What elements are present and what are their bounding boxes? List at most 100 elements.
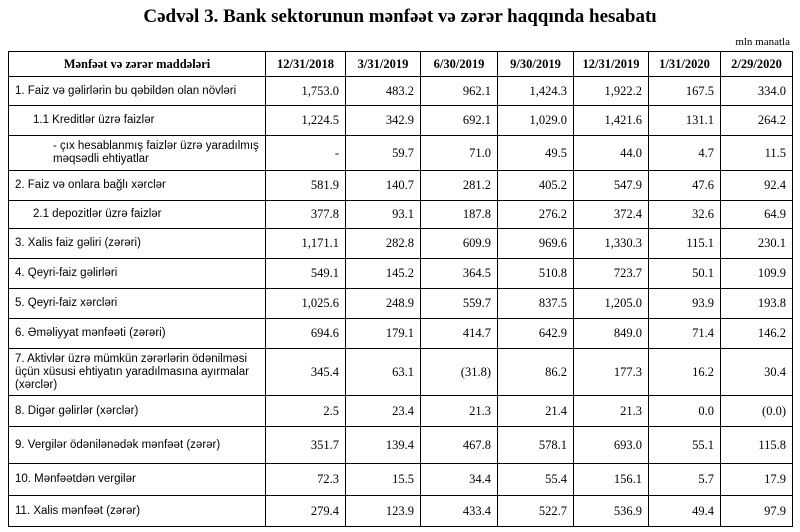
row-label: 8. Digər gəlirlər (xərclər) [8, 395, 266, 427]
table-body: 1. Faiz və gəlirlərin bu qəbildən olan n… [8, 76, 793, 527]
cell-value: 1,205.0 [573, 288, 649, 319]
cell-value: 433.4 [420, 495, 498, 527]
cell-value: 32.6 [648, 200, 721, 229]
unit: mln manatla [735, 36, 790, 48]
table-row: 8. Digər gəlirlər (xərclər) 2.5 23.4 21.3 21… [8, 395, 793, 427]
cell-value: 1,025.6 [265, 288, 346, 319]
cell-value: 467.8 [420, 426, 498, 464]
cell-value: 179.1 [345, 318, 421, 349]
cell-value: 0.0 [648, 395, 721, 427]
cell-value: 351.7 [265, 426, 346, 464]
cell-value: 364.5 [420, 258, 498, 289]
cell-value: 334.0 [720, 76, 793, 106]
table-row: 2.1 depozitlər üzrə faizlər 377.8 93.1 187.… [8, 200, 793, 229]
cell-value: 193.8 [720, 288, 793, 319]
cell-value: 1,330.3 [573, 228, 649, 259]
cell-value: 969.6 [497, 228, 574, 259]
cell-value: 414.7 [420, 318, 498, 349]
column-header: 12/31/2018 [265, 51, 346, 77]
table: Mənfəət və zərər maddələri 12/31/2018 3/31… [8, 51, 793, 527]
cell-value: 264.2 [720, 105, 793, 136]
column-header: 1/31/2020 [648, 51, 721, 77]
cell-value: 1,421.6 [573, 105, 649, 136]
cell-value: 71.4 [648, 318, 721, 349]
cell-value: 1,922.2 [573, 76, 649, 106]
table-row: 3. Xalis faiz gəliri (zərəri) 1,171.1 282.… [8, 228, 793, 259]
cell-value: 16.2 [648, 348, 721, 396]
row-label: - çıx hesablanmış faizlər üzrə yaradılmı… [8, 135, 266, 171]
cell-value: 86.2 [497, 348, 574, 396]
cell-value: 167.5 [648, 76, 721, 106]
row-label: 5. Qeyri-faiz xərcləri [8, 288, 266, 319]
column-header: 3/31/2019 [345, 51, 421, 77]
cell-value: 92.4 [720, 170, 793, 201]
cell-value: 49.4 [648, 495, 721, 527]
cell-value: 279.4 [265, 495, 346, 527]
cell-value: 115.1 [648, 228, 721, 259]
cell-value: 281.2 [420, 170, 498, 201]
cell-value: 342.9 [345, 105, 421, 136]
cell-value: 693.0 [573, 426, 649, 464]
row-label: 10. Mənfəətdən vergilər [8, 463, 266, 496]
cell-value: 723.7 [573, 258, 649, 289]
cell-value: 50.1 [648, 258, 721, 289]
cell-value: 97.9 [720, 495, 793, 527]
cell-value: 59.7 [345, 135, 421, 171]
cell-value: 72.3 [265, 463, 346, 496]
cell-value: 405.2 [497, 170, 574, 201]
cell-value: 5.7 [648, 463, 721, 496]
cell-value: 30.4 [720, 348, 793, 396]
cell-value: 187.8 [420, 200, 498, 229]
cell-value: 93.9 [648, 288, 721, 319]
cell-value: 1,224.5 [265, 105, 346, 136]
cell-value: 849.0 [573, 318, 649, 349]
cell-value: 131.1 [648, 105, 721, 136]
cell-value: 123.9 [345, 495, 421, 527]
row-label: 11. Xalis mənfəət (zərər) [8, 495, 266, 527]
cell-value: 230.1 [720, 228, 793, 259]
cell-value: 1,171.1 [265, 228, 346, 259]
cell-value: 23.4 [345, 395, 421, 427]
cell-value: 536.9 [573, 495, 649, 527]
cell-value: 642.9 [497, 318, 574, 349]
row-label: 7. Aktivlər üzrə mümkün zərərlərin ödəni… [8, 348, 266, 396]
cell-value: 34.4 [420, 463, 498, 496]
cell-value: 109.9 [720, 258, 793, 289]
row-label: 1. Faiz və gəlirlərin bu qəbildən olan n… [8, 76, 266, 106]
cell-value: 47.6 [648, 170, 721, 201]
cell-value: 21.3 [573, 395, 649, 427]
cell-value: 55.1 [648, 426, 721, 464]
cell-value: 282.8 [345, 228, 421, 259]
cell-value: 156.1 [573, 463, 649, 496]
row-label: 3. Xalis faiz gəliri (zərəri) [8, 228, 266, 259]
table-row: 6. Əməliyyat mənfəəti (zərəri) 694.6 179.1… [8, 318, 793, 349]
cell-value: 578.1 [497, 426, 574, 464]
title: Cədvəl 3. Bank sektorunun mənfəət və zər… [143, 6, 657, 27]
table-row: 2. Faiz və onlara bağlı xərclər 581.9 140.… [8, 170, 793, 201]
cell-value: 694.6 [265, 318, 346, 349]
cell-value: 372.4 [573, 200, 649, 229]
cell-value: 345.4 [265, 348, 346, 396]
cell-value: 1,424.3 [497, 76, 574, 106]
column-header: 2/29/2020 [720, 51, 793, 77]
column-header: 6/30/2019 [420, 51, 498, 77]
table-row: 1.1 Kreditlər üzrə faizlər 1,224.5 342.9 69… [8, 105, 793, 136]
cell-value: 21.4 [497, 395, 574, 427]
cell-value: 248.9 [345, 288, 421, 319]
row-label: 2. Faiz və onlara bağlı xərclər [8, 170, 266, 201]
cell-value: 522.7 [497, 495, 574, 527]
cell-value: 63.1 [345, 348, 421, 396]
cell-value: 140.7 [345, 170, 421, 201]
cell-value: 139.4 [345, 426, 421, 464]
table-row: 9. Vergilər ödənilənədək mənfəət (zərər)… [8, 426, 793, 464]
cell-value: 11.5 [720, 135, 793, 171]
cell-value: 377.8 [265, 200, 346, 229]
cell-value: 17.9 [720, 463, 793, 496]
cell-value: 2.5 [265, 395, 346, 427]
cell-value: 93.1 [345, 200, 421, 229]
cell-value: 559.7 [420, 288, 498, 319]
cell-value: (31.8) [420, 348, 498, 396]
cell-value: 581.9 [265, 170, 346, 201]
column-header: Mənfəət və zərər maddələri [8, 51, 266, 77]
